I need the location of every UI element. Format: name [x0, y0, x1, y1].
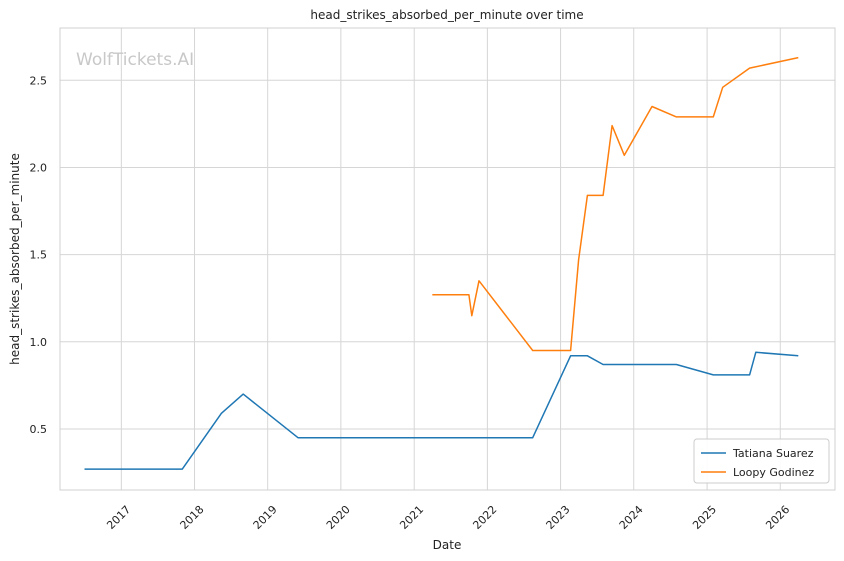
y-axis-label: head_strikes_absorbed_per_minute [8, 153, 22, 365]
watermark: WolfTickets.AI [76, 50, 194, 70]
y-tick-label: 0.5 [30, 423, 48, 436]
legend-box [693, 438, 830, 484]
series-line-tatiana-suarez [84, 351, 799, 470]
legend-label-loopy-godinez: Loopy Godinez [733, 466, 814, 479]
y-tick-label: 2.5 [30, 74, 48, 87]
series-line-loopy-godinez [432, 56, 799, 352]
x-axis-label: Date [433, 538, 462, 552]
legend-label-tatiana-suarez: Tatiana Suarez [732, 447, 814, 460]
y-tick-labels: 0.5 1.0 1.5 2.0 2.5 [30, 74, 48, 436]
legend: Tatiana Suarez Loopy Godinez [693, 438, 830, 484]
y-tick-label: 2.0 [30, 161, 48, 174]
grid [60, 28, 835, 490]
plot-frame [59, 27, 836, 491]
chart-title: head_strikes_absorbed_per_minute over ti… [310, 8, 583, 22]
y-tick-label: 1.0 [30, 336, 48, 349]
y-tick-label: 1.5 [30, 249, 48, 262]
series-lines [84, 56, 799, 470]
